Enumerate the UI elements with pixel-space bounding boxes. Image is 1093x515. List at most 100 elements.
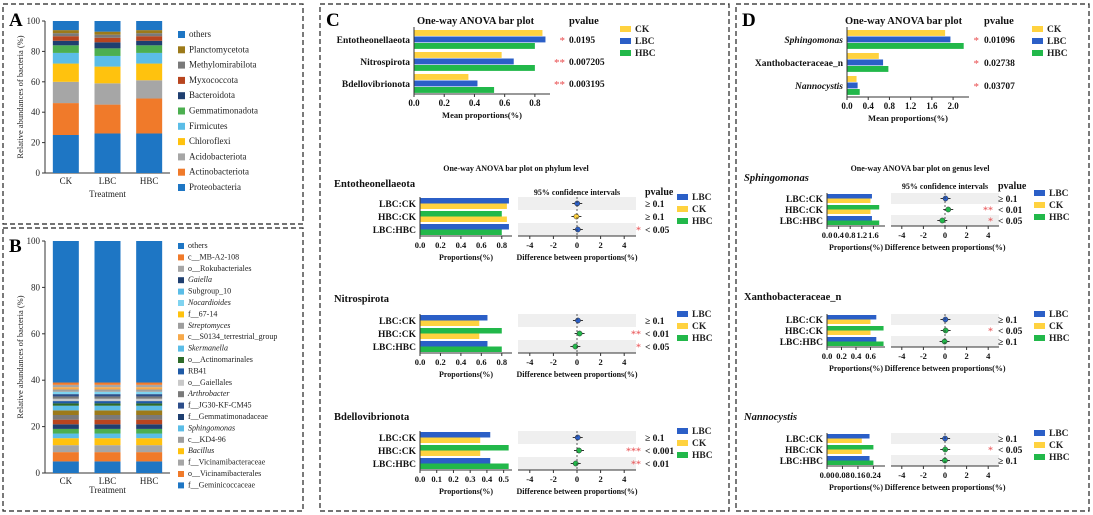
pair-label: LBC:HBC	[780, 217, 823, 227]
legend-label-ck: CK	[692, 439, 707, 449]
legend-label-hbc: HBC	[1049, 213, 1070, 223]
panel-c-chart: One-way ANOVA bar plot pvalue Entotheonell…	[334, 16, 713, 496]
diff-point	[942, 316, 949, 323]
prop-bar-hbc	[420, 445, 509, 451]
pair-label: LBC:HBC	[780, 338, 823, 348]
p-value: < 0.05	[998, 446, 1023, 456]
x-tick-label: 4	[622, 240, 627, 250]
legend-swatch-hbc	[677, 335, 688, 341]
stack-segment	[94, 424, 121, 429]
x-tick-label: 4	[986, 470, 991, 480]
p-value: ≥ 0.1	[998, 338, 1018, 348]
diff-point	[945, 206, 952, 213]
stack-segment	[94, 387, 121, 390]
y-tick-label: 80	[31, 282, 41, 292]
legend-label: o__Actinomarinales	[188, 355, 253, 364]
prop-bar-lbc	[827, 434, 870, 439]
x-tick-label: 0.3	[465, 474, 476, 484]
diff-point	[942, 195, 949, 202]
pvalue-header: pvalue	[645, 187, 674, 198]
stack-segment	[136, 63, 163, 81]
x-tick-label: -4	[526, 240, 534, 250]
legend-swatch	[178, 46, 185, 54]
legend-label: Gemmatimonadota	[189, 106, 258, 116]
prop-bar-ck	[827, 198, 871, 203]
legend-swatch-lbc	[677, 428, 688, 434]
stack-segment	[94, 382, 121, 385]
top-x-axis-label: Mean proportions(%)	[868, 113, 948, 123]
legend-swatch	[178, 471, 184, 477]
y-tick-label: 60	[31, 329, 41, 339]
prop-bar-lbc	[420, 341, 488, 347]
top-pvalue-header: pvalue	[984, 16, 1014, 27]
diff-axis-label: Difference between proportions(%)	[884, 483, 1005, 492]
prop-bar-lbc	[420, 198, 509, 204]
legend-label: o__Rokubacteriales	[188, 264, 252, 273]
y-tick-label: 0	[36, 168, 41, 178]
diff-point	[942, 327, 949, 334]
legend-label-lbc: LBC	[1047, 37, 1067, 47]
x-tick-label: 0.0	[415, 240, 426, 250]
legend-swatch	[178, 31, 185, 38]
subplot-title: Entotheonellaeota	[334, 179, 416, 190]
prop-bar-lbc	[827, 315, 877, 320]
legend-label: c__KD4-96	[188, 435, 226, 444]
legend-label-lbc: LBC	[635, 37, 655, 47]
legend-swatch-ck	[677, 206, 688, 212]
stack-segment	[94, 389, 121, 392]
mean-bar-ck	[414, 52, 502, 58]
stack-segment	[52, 452, 79, 462]
significance-stars: **	[554, 79, 565, 91]
stack-segment	[94, 405, 121, 411]
legend-swatch-hbc	[1034, 335, 1045, 341]
subplot-title: Xanthobacteraceae_n	[744, 292, 842, 303]
stack-segment	[136, 415, 163, 420]
x-tick-label: CK	[60, 176, 73, 186]
stack-segment	[52, 391, 79, 395]
stack-segment	[52, 36, 79, 41]
x-tick-label: 0.2	[439, 98, 451, 108]
stack-segment	[52, 63, 79, 82]
mean-bar-hbc	[847, 89, 860, 95]
significance-stars: **	[631, 330, 641, 341]
mean-bar-lbc	[847, 59, 884, 66]
x-tick-label: 4	[986, 230, 991, 240]
stack-segment	[94, 391, 121, 395]
panel-b-label: B	[9, 236, 22, 257]
legend-label: o__Gaiellales	[188, 378, 232, 387]
stack-segment	[52, 52, 79, 64]
stack-segment	[94, 415, 121, 420]
stack-segment	[94, 428, 121, 434]
pair-label: LBC:HBC	[373, 226, 416, 236]
x-tick-label: CK	[60, 476, 73, 486]
panel-b-frame	[2, 227, 304, 512]
legend-label-lbc: LBC	[1049, 429, 1069, 439]
legend-swatch	[178, 184, 185, 191]
x-tick-label: 0.4	[863, 101, 875, 111]
prop-bar-ck	[420, 203, 507, 209]
x-tick-label: 0.2	[435, 357, 446, 367]
stack-segment	[94, 21, 121, 32]
x-tick-label: 0.8	[845, 230, 856, 240]
stack-segment	[52, 40, 79, 46]
significance-stars: **	[554, 57, 565, 69]
legend-label: Acidobacteriota	[189, 151, 246, 161]
p-value: ≥ 0.1	[998, 316, 1018, 326]
legend-swatch	[178, 300, 184, 306]
legend-label: f__Vicinamibacteraceae	[188, 458, 266, 467]
stack-segment	[94, 384, 121, 388]
p-value: < 0.05	[645, 226, 670, 236]
mean-bar-lbc	[414, 36, 546, 43]
stack-segment	[52, 415, 79, 420]
legend-label-ck: CK	[635, 25, 650, 35]
diff-point	[573, 213, 580, 220]
legend-label: Subgroup_10	[188, 287, 231, 296]
legend-label-lbc: LBC	[1049, 189, 1069, 199]
prop-bar-lbc	[827, 337, 877, 342]
diff-point	[572, 460, 579, 467]
stack-segment	[136, 21, 163, 31]
x-tick-label: -2	[550, 240, 557, 250]
mean-bar-hbc	[414, 65, 535, 71]
stack-segment	[136, 438, 163, 446]
taxon-label: Nannocystis	[794, 82, 843, 92]
